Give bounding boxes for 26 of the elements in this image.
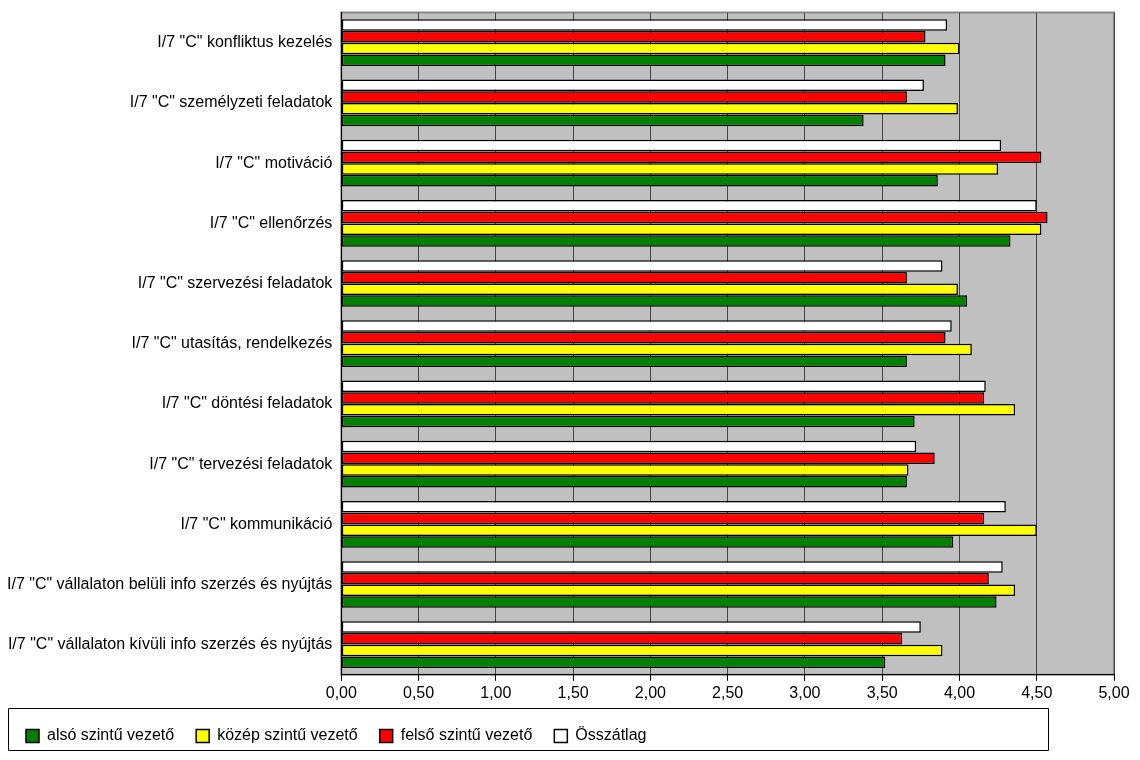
x-tick-label: 1,00 (480, 683, 512, 701)
x-tick-label: 3,00 (789, 683, 821, 701)
y-tick-label: I/7 "C" utasítás, rendelkezés (131, 334, 333, 352)
y-tick-label: I/7 "C" vállalaton belüli info szerzés és nyújtás (7, 574, 333, 592)
y-tick-label: I/7 "C" szervezési feladatok (137, 273, 334, 291)
x-tick-label: 5,00 (1098, 683, 1130, 701)
x-tick-label: 2,50 (712, 683, 744, 701)
legend-label: Összátlag (575, 726, 647, 744)
y-tick-label: I/7 "C" vállalaton kívüli info szerzés és nyújtás (7, 635, 333, 653)
x-tick-label: 2,00 (634, 683, 667, 701)
y-tick-label: I/7 "C" ellenőrzés (209, 213, 333, 231)
legend-label: felső szintű vezető (400, 726, 533, 744)
x-tick-label: 4,50 (1021, 683, 1053, 701)
y-tick-label: I/7 "C" tervezési feladatok (149, 454, 334, 472)
x-tick-label: 0,00 (325, 683, 357, 701)
y-tick-label: I/7 "C" személyzeti feladatok (129, 93, 334, 111)
legend-label: közép szintű vezető (217, 726, 358, 744)
x-tick-label: 4,00 (943, 683, 976, 701)
legend-label: alsó szintű vezető (47, 726, 175, 744)
x-tick-label: 0,50 (403, 683, 435, 701)
y-tick-label: I/7 "C" motiváció (215, 153, 333, 171)
x-tick-label: 1,50 (557, 683, 589, 701)
y-tick-label: I/7 "C" konfliktus kezelés (157, 33, 333, 51)
y-tick-label: I/7 "C" döntési feladatok (161, 394, 334, 412)
y-tick-label: I/7 "C" kommunikáció (180, 514, 333, 532)
x-tick-label: 3,50 (866, 683, 898, 701)
